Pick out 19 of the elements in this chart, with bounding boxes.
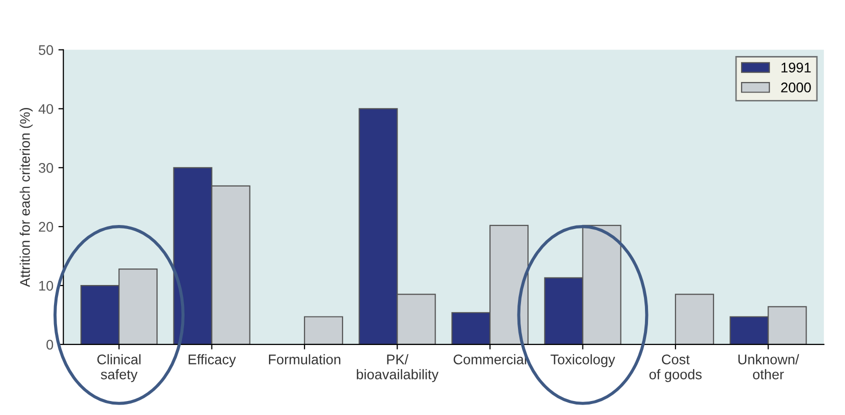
legend-label: 2000 [781, 82, 811, 92]
y-tick-label: 0 [46, 340, 54, 350]
x-tick-label: Formulation [268, 354, 340, 364]
x-tick-label: PK/ bioavailability [356, 354, 439, 382]
x-tick-label: Unknown/ other [738, 354, 800, 380]
y-tick-label: 10 [39, 280, 54, 291]
y-tick-label: 30 [38, 162, 54, 173]
bar [304, 316, 344, 344]
x-tick-label: Efficacy [188, 354, 236, 368]
y-axis-title: Attrition for each criterion (%) [20, 108, 33, 288]
x-tick-label: Clinical safety [97, 354, 140, 382]
y-tick-label: 50 [38, 45, 54, 55]
x-tick-label: Commercial [454, 354, 526, 364]
legend-label: 1991 [782, 62, 811, 72]
bar [674, 294, 714, 344]
y-tick-label: 40 [38, 104, 54, 114]
x-tick-label: Toxicology [550, 354, 616, 368]
y-tick-label: 20 [38, 222, 54, 232]
x-tick-label: Cost of goods [649, 354, 702, 382]
